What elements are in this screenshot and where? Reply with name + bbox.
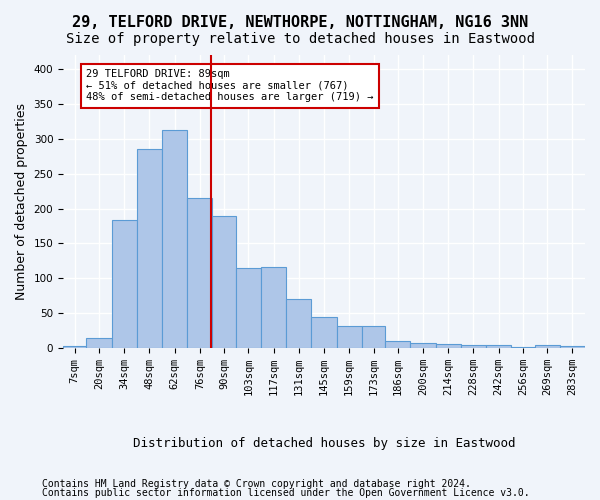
Bar	[261, 267, 286, 348]
Bar	[560, 346, 585, 348]
Bar	[410, 343, 436, 348]
Bar	[362, 326, 385, 348]
X-axis label: Distribution of detached houses by size in Eastwood: Distribution of detached houses by size …	[133, 437, 515, 450]
Bar	[236, 268, 261, 348]
Bar	[436, 344, 461, 348]
Bar	[187, 198, 212, 348]
Text: 29, TELFORD DRIVE, NEWTHORPE, NOTTINGHAM, NG16 3NN: 29, TELFORD DRIVE, NEWTHORPE, NOTTINGHAM…	[72, 15, 528, 30]
Text: Size of property relative to detached houses in Eastwood: Size of property relative to detached ho…	[65, 32, 535, 46]
Bar	[162, 130, 187, 348]
Bar	[86, 338, 112, 348]
Bar	[385, 341, 410, 348]
Bar	[212, 216, 236, 348]
Text: Contains HM Land Registry data © Crown copyright and database right 2024.: Contains HM Land Registry data © Crown c…	[42, 479, 471, 489]
Bar	[63, 346, 86, 348]
Bar	[137, 148, 162, 348]
Y-axis label: Number of detached properties: Number of detached properties	[15, 103, 28, 300]
Bar	[461, 344, 486, 348]
Bar	[535, 346, 560, 348]
Bar	[311, 316, 337, 348]
Text: 29 TELFORD DRIVE: 89sqm
← 51% of detached houses are smaller (767)
48% of semi-d: 29 TELFORD DRIVE: 89sqm ← 51% of detache…	[86, 69, 374, 102]
Bar	[286, 300, 311, 348]
Bar	[486, 344, 511, 348]
Bar	[337, 326, 362, 348]
Bar	[112, 220, 137, 348]
Text: Contains public sector information licensed under the Open Government Licence v3: Contains public sector information licen…	[42, 488, 530, 498]
